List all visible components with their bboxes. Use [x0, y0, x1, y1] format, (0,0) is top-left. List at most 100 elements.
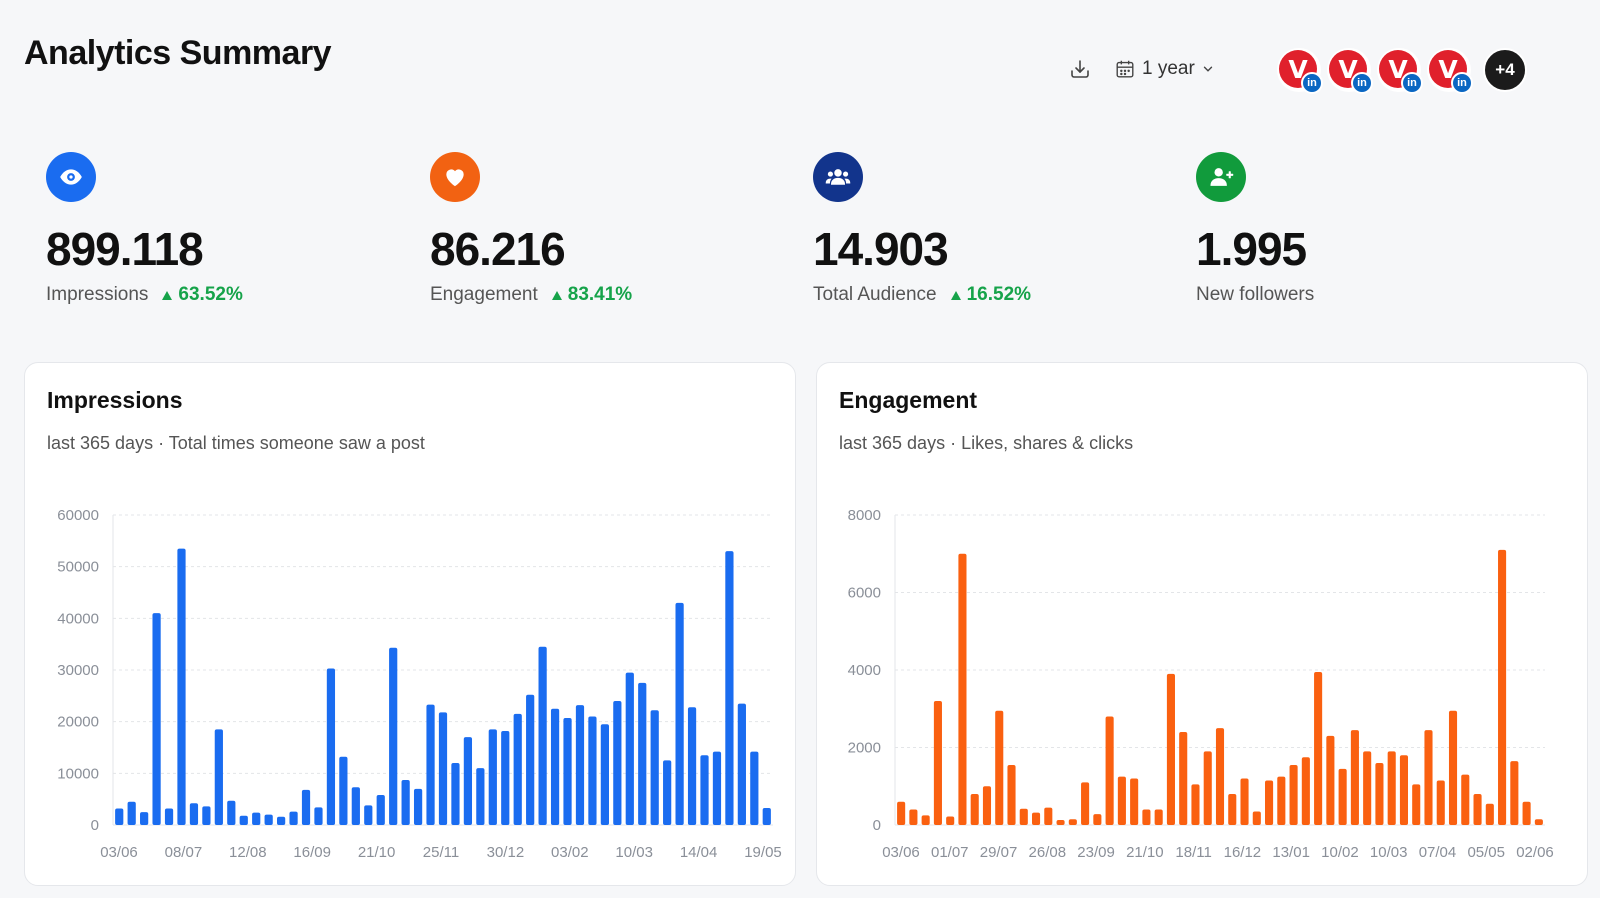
x-tick-label: 03/02: [551, 844, 589, 861]
bar: [501, 730, 510, 825]
bar: [982, 786, 992, 825]
bar: [1314, 671, 1323, 825]
y-tick-label: 40000: [57, 610, 99, 627]
trend-up-icon: [162, 290, 173, 300]
bar: [575, 705, 585, 825]
x-tick-label: 16/09: [293, 844, 331, 861]
bar: [1252, 811, 1261, 825]
impressions-card: Impressions last 365 days · Total times …: [24, 362, 796, 886]
bar: [970, 794, 979, 825]
x-tick-label: 05/05: [1467, 844, 1505, 861]
x-tick-label: 16/12: [1224, 844, 1262, 861]
x-tick-label: 21/10: [358, 844, 396, 861]
bar: [1240, 778, 1249, 825]
impressions-chart: 0 10000 20000 30000 40000 50000 60000 03/06 08/0…: [57, 507, 782, 861]
bar: [1203, 751, 1212, 825]
x-tick-label: 10/02: [1321, 844, 1359, 861]
chart-subtitle: last 365 days · Likes, shares & clicks: [839, 433, 1134, 453]
bar: [1485, 803, 1494, 825]
x-tick-label: 29/07: [980, 844, 1018, 861]
bar: [663, 760, 672, 825]
account-avatar[interactable]: V in: [1377, 48, 1423, 94]
x-tick-label: 07/04: [1419, 844, 1457, 861]
x-tick-label: 12/08: [229, 844, 267, 861]
stat-label: New followers: [1196, 284, 1315, 305]
bar: [1130, 778, 1139, 825]
calendar-icon: [1116, 60, 1134, 78]
stat-delta-value: 16.52%: [966, 284, 1032, 305]
x-tick-label: 03/06: [100, 844, 138, 861]
bar: [277, 816, 286, 825]
bar: [909, 809, 918, 825]
x-tick-label: 14/04: [680, 844, 718, 861]
linkedin-icon: in: [1451, 72, 1473, 94]
bar: [638, 682, 647, 825]
account-avatar[interactable]: V in: [1327, 48, 1373, 94]
x-tick-label: 26/08: [1029, 844, 1067, 861]
bar: [1289, 764, 1298, 825]
x-tick-label: 01/07: [931, 844, 969, 861]
bar: [476, 768, 485, 825]
bar: [600, 724, 609, 825]
x-tick-label: 10/03: [615, 844, 653, 861]
account-avatar[interactable]: V in: [1427, 48, 1473, 94]
bar: [301, 789, 311, 825]
stat-label: Engagement: [430, 284, 538, 305]
stat-value: 899.118: [46, 223, 204, 275]
y-tick-label: 4000: [848, 662, 881, 679]
toolbar: 1 year: [1064, 48, 1215, 90]
x-tick-label: 18/11: [1175, 844, 1211, 861]
bar: [1522, 801, 1531, 825]
download-button[interactable]: [1064, 53, 1096, 85]
x-tick-label: 10/03: [1370, 844, 1408, 861]
trend-up-icon: [551, 290, 562, 300]
bar: [538, 646, 547, 825]
bar: [339, 756, 348, 825]
bar: [488, 729, 497, 825]
bar: [1534, 819, 1543, 825]
bar: [1117, 776, 1126, 825]
bar: [1412, 784, 1421, 825]
y-tick-label: 20000: [57, 714, 99, 731]
download-icon: [1071, 60, 1089, 78]
x-tick-label: 19/05: [744, 844, 782, 861]
bar: [202, 806, 211, 825]
bar: [1424, 730, 1433, 825]
engagement-chart: 0 2000 4000 6000 8000 03/06 01/07 29/07 26/08 23/…: [848, 507, 1554, 861]
bar: [1179, 732, 1188, 825]
more-accounts-button[interactable]: +4: [1483, 48, 1527, 92]
heart-icon: [430, 152, 480, 202]
users-icon: [813, 152, 863, 202]
linkedin-icon: in: [1351, 72, 1373, 94]
bar: [351, 787, 360, 825]
bar: [712, 751, 722, 825]
bar: [613, 701, 622, 825]
linkedin-icon: in: [1401, 72, 1423, 94]
bar: [995, 710, 1004, 825]
account-avatar[interactable]: V in: [1277, 48, 1323, 94]
stat-impressions: 899.118 Impressions 63.52%: [46, 152, 406, 306]
bar: [438, 712, 448, 825]
bar: [1228, 794, 1237, 825]
bar: [413, 788, 423, 825]
y-tick-label: 60000: [57, 507, 99, 524]
trend-up-icon: [950, 290, 961, 300]
bar: [364, 805, 373, 825]
bar: [675, 602, 684, 825]
bar: [389, 647, 398, 825]
date-range-select[interactable]: 1 year: [1114, 58, 1215, 80]
bar: [252, 812, 261, 825]
bar: [1215, 728, 1225, 825]
bar: [1363, 751, 1372, 825]
bar: [1277, 776, 1286, 825]
bar: [1399, 755, 1409, 825]
bar: [214, 729, 223, 825]
stat-label: Total Audience: [813, 284, 937, 305]
stat-delta: 16.52%: [950, 284, 1032, 306]
chart-title: Engagement: [839, 387, 978, 413]
bar: [164, 808, 174, 825]
y-tick-label: 30000: [57, 662, 99, 679]
bar: [1350, 730, 1359, 825]
bar: [1375, 763, 1384, 825]
y-tick-label: 0: [91, 817, 99, 834]
